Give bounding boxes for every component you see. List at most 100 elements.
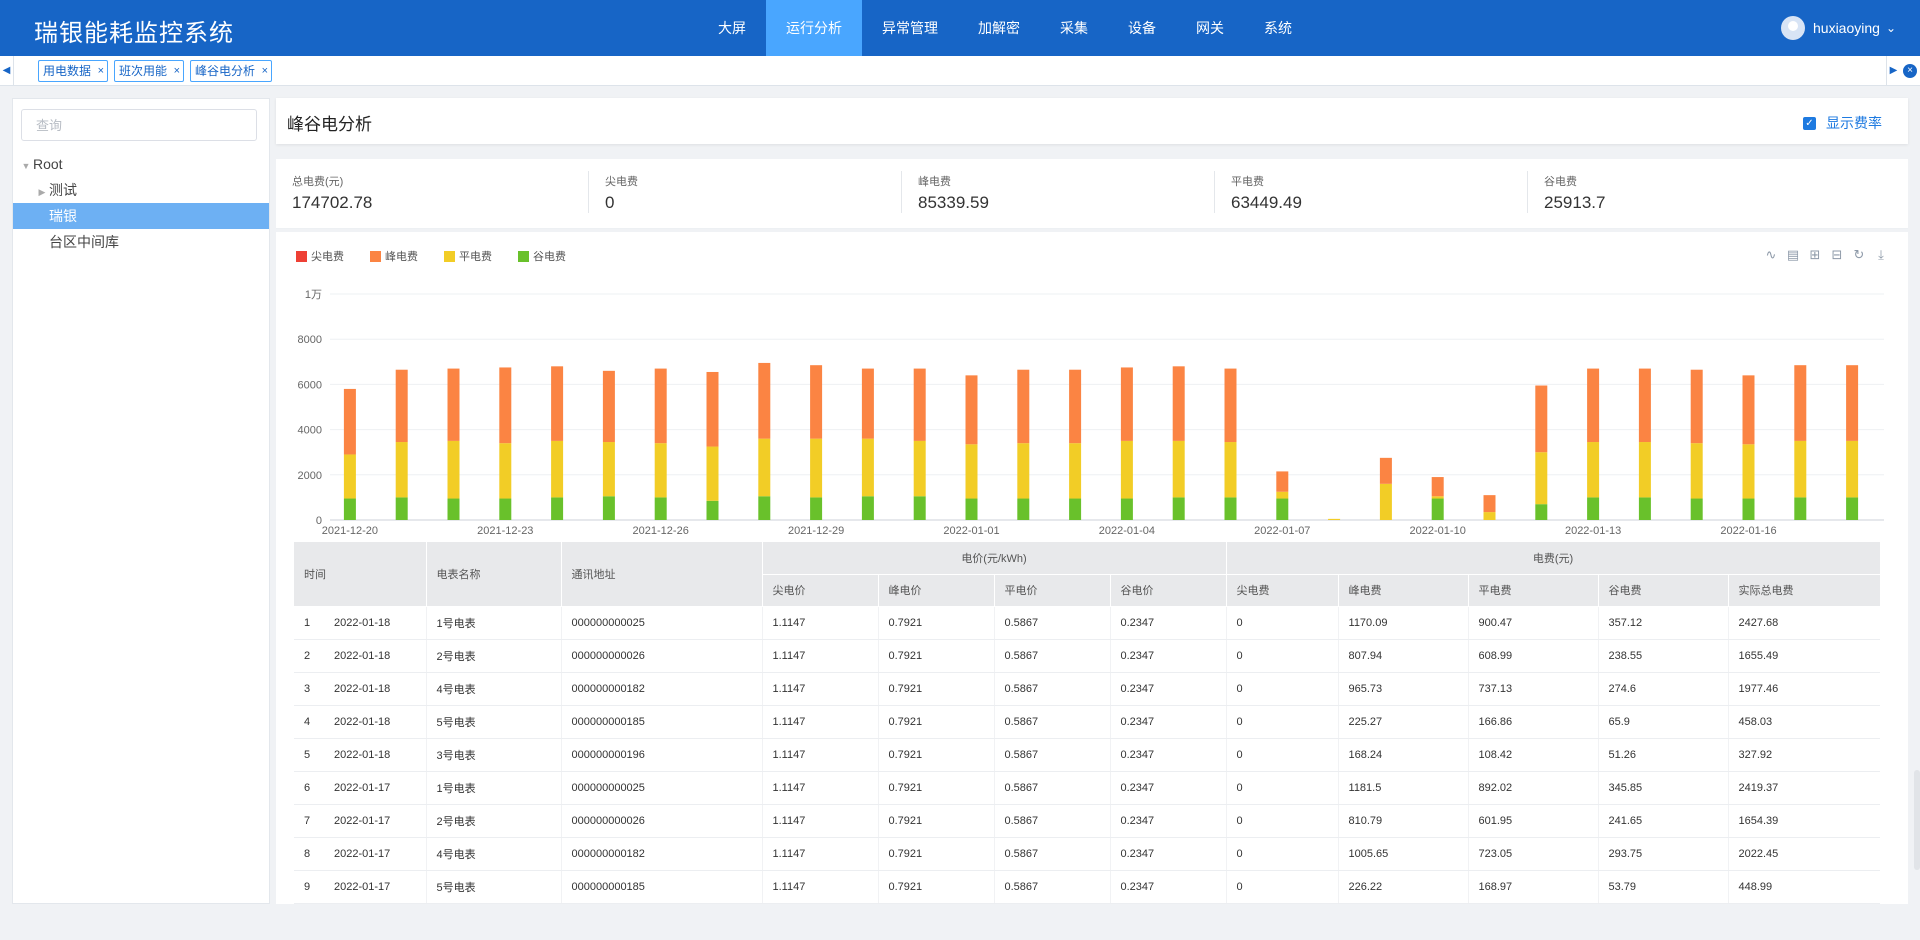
caret-right-icon[interactable]: ▶ [38, 187, 46, 197]
tree-node[interactable]: 瑞银 [13, 203, 269, 229]
bar-segment[interactable] [499, 498, 512, 520]
bar-segment[interactable] [1017, 443, 1030, 499]
close-icon[interactable]: × [173, 65, 181, 77]
table-row[interactable]: 9 2022-01-17 5号电表 000000000185 1.1147 0.7921 0… [294, 870, 1880, 904]
checkbox-checked-icon[interactable]: ✓ [1803, 116, 1816, 130]
table-row[interactable]: 3 2022-01-18 4号电表 000000000182 1.1147 0.7921 0… [294, 672, 1880, 706]
bar-segment[interactable] [602, 442, 615, 497]
bar-segment[interactable] [1069, 369, 1082, 444]
bar-segment[interactable] [1638, 497, 1651, 520]
tree-node[interactable]: 台区中间库 [13, 229, 269, 255]
bar-segment[interactable] [810, 438, 823, 498]
bar-segment[interactable] [343, 498, 356, 520]
bar-segment[interactable] [1017, 498, 1030, 520]
nav-item[interactable]: 运行分析 [766, 0, 862, 56]
bar-segment[interactable] [706, 446, 719, 501]
legend-item[interactable]: 尖电费 [296, 248, 344, 264]
bar-segment[interactable] [654, 443, 667, 498]
bar-segment[interactable] [1120, 498, 1133, 520]
bar-segment[interactable] [913, 496, 926, 520]
bar-segment[interactable] [861, 438, 874, 497]
bar-segment[interactable] [913, 368, 926, 441]
bar-segment[interactable] [1431, 498, 1444, 520]
bar-segment[interactable] [1120, 367, 1133, 441]
bar-segment[interactable] [1328, 518, 1341, 520]
bar-segment[interactable] [1742, 375, 1755, 445]
line-chart-icon[interactable]: ∿ [1765, 247, 1777, 262]
bar-segment[interactable] [1846, 497, 1859, 520]
bar-segment[interactable] [965, 444, 978, 499]
search-input[interactable] [21, 109, 257, 141]
bar-segment[interactable] [447, 440, 460, 499]
nav-item[interactable]: 系统 [1264, 20, 1292, 36]
bar-segment[interactable] [1690, 498, 1703, 520]
refresh-icon[interactable]: ↻ [1853, 247, 1865, 262]
bar-segment[interactable] [758, 438, 771, 497]
user-menu[interactable]: huxiaoying ⌄ [1781, 16, 1896, 40]
bar-segment[interactable] [1794, 365, 1807, 441]
tab[interactable]: 班次用能 × [114, 60, 185, 82]
bar-segment[interactable] [1794, 440, 1807, 498]
bar-segment[interactable] [551, 440, 564, 498]
bar-segment[interactable] [1587, 497, 1600, 520]
table-row[interactable]: 8 2022-01-17 4号电表 000000000182 1.1147 0.7921 0… [294, 837, 1880, 871]
zoom-reset-icon[interactable]: ⊟ [1831, 247, 1843, 262]
bar-segment[interactable] [1483, 495, 1496, 513]
bar-segment[interactable] [499, 443, 512, 499]
bar-segment[interactable] [1483, 512, 1496, 520]
bar-segment[interactable] [1224, 497, 1237, 520]
bar-segment[interactable] [551, 497, 564, 520]
close-all-tabs-icon[interactable]: × [1903, 64, 1917, 78]
bar-segment[interactable] [1638, 368, 1651, 443]
legend-item[interactable]: 平电费 [444, 248, 492, 264]
tab-scroll-left-icon[interactable]: ◀ [0, 56, 14, 86]
bar-segment[interactable] [343, 388, 356, 455]
bar-segment[interactable] [1846, 440, 1859, 498]
bar-segment[interactable] [1535, 385, 1548, 453]
bar-segment[interactable] [1120, 440, 1133, 499]
bar-segment[interactable] [1172, 440, 1185, 498]
bar-segment[interactable] [447, 368, 460, 441]
bar-segment[interactable] [1069, 443, 1082, 499]
caret-down-icon[interactable]: ▼ [21, 161, 31, 171]
bar-segment[interactable] [1846, 365, 1859, 441]
page-scrollbar[interactable] [1914, 770, 1920, 870]
bar-segment[interactable] [395, 497, 408, 520]
table-row[interactable]: 5 2022-01-18 3号电表 000000000196 1.1147 0.7921 0… [294, 738, 1880, 772]
bar-segment[interactable] [861, 368, 874, 439]
download-icon[interactable]: ⤓ [1878, 247, 1884, 262]
bar-segment[interactable] [861, 496, 874, 520]
bar-segment[interactable] [758, 362, 771, 439]
bar-segment[interactable] [654, 368, 667, 444]
legend-item[interactable]: 谷电费 [518, 248, 566, 264]
bar-segment[interactable] [1224, 368, 1237, 443]
table-row[interactable]: 7 2022-01-17 2号电表 000000000026 1.1147 0.7921 0… [294, 804, 1880, 838]
tab[interactable]: 峰谷电分析 × [190, 60, 273, 82]
bar-segment[interactable] [913, 440, 926, 497]
bar-segment[interactable] [965, 498, 978, 520]
bar-segment[interactable] [1172, 366, 1185, 441]
bar-segment[interactable] [1690, 443, 1703, 499]
table-row[interactable]: 2 2022-01-18 2号电表 000000000026 1.1147 0.7921 0… [294, 639, 1880, 673]
tree-node[interactable]: ▶ 测试 [13, 177, 269, 203]
nav-item[interactable]: 采集 [1060, 20, 1088, 36]
bar-segment[interactable] [1224, 442, 1237, 498]
legend-item[interactable]: 峰电费 [370, 248, 418, 264]
bar-segment[interactable] [1017, 369, 1030, 444]
bar-segment[interactable] [1587, 368, 1600, 443]
bar-chart-icon[interactable]: ▤ [1786, 247, 1800, 262]
bar-segment[interactable] [1379, 457, 1392, 484]
bar-segment[interactable] [1742, 498, 1755, 520]
bar-segment[interactable] [1276, 471, 1289, 492]
bar-segment[interactable] [395, 442, 408, 498]
table-row[interactable]: 1 2022-01-18 1号电表 000000000025 1.1147 0.7921 0… [294, 606, 1880, 640]
bar-segment[interactable] [343, 454, 356, 499]
bar-segment[interactable] [395, 369, 408, 443]
bar-segment[interactable] [1431, 496, 1444, 499]
nav-item[interactable]: 加解密 [978, 20, 1020, 36]
bar-segment[interactable] [1690, 369, 1703, 444]
bar-segment[interactable] [551, 366, 564, 441]
bar-segment[interactable] [810, 365, 823, 439]
bar-segment[interactable] [1431, 477, 1444, 497]
bar-segment[interactable] [602, 370, 615, 443]
